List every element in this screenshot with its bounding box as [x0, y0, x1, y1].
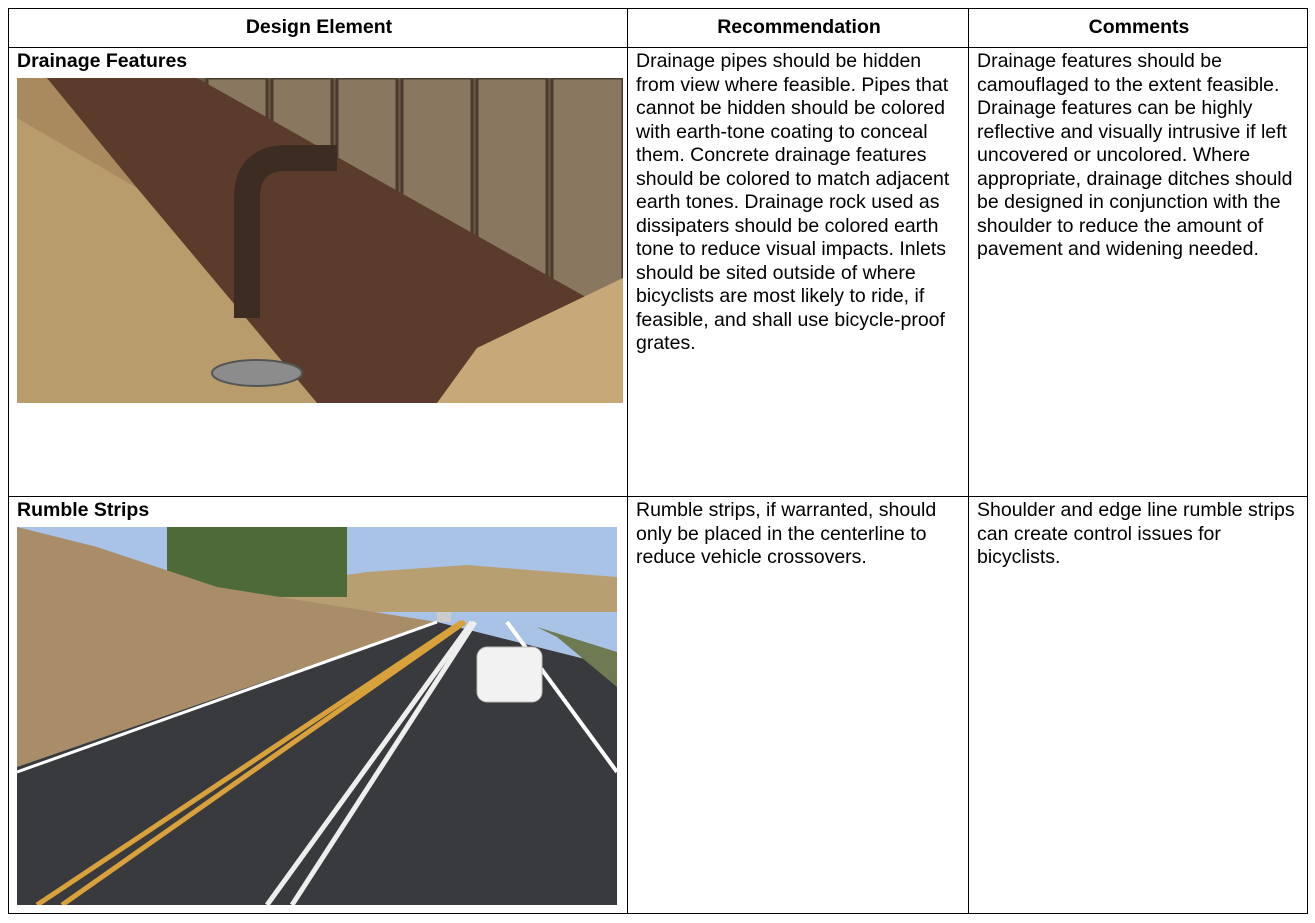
comments-cell: Drainage features should be camouflaged …: [968, 47, 1308, 497]
header-row: Design Element Recommendation Comments: [8, 8, 1308, 48]
table-row: Drainage Features Drainage pipes should …: [8, 47, 1308, 497]
header-cell: Design Element: [8, 8, 628, 48]
comments-cell: Shoulder and edge line rumble strips can…: [968, 496, 1308, 914]
element-cell: Rumble Strips: [8, 496, 628, 914]
recommendation-cell: Rumble strips, if warranted, should only…: [627, 496, 969, 914]
table-row: Rumble Strips Rumble strips, if warrante…: [8, 496, 1308, 914]
header-cell: Comments: [968, 8, 1308, 48]
element-title: Rumble Strips: [17, 499, 150, 521]
element-cell: Drainage Features: [8, 47, 628, 497]
drainage-photo: [17, 77, 623, 403]
recommendation-cell: Drainage pipes should be hidden from vie…: [627, 47, 969, 497]
element-title: Drainage Features: [17, 50, 188, 72]
design-table: Design Element Recommendation Comments D…: [8, 8, 1308, 914]
road-photo: [17, 526, 617, 905]
header-cell: Recommendation: [627, 8, 969, 48]
